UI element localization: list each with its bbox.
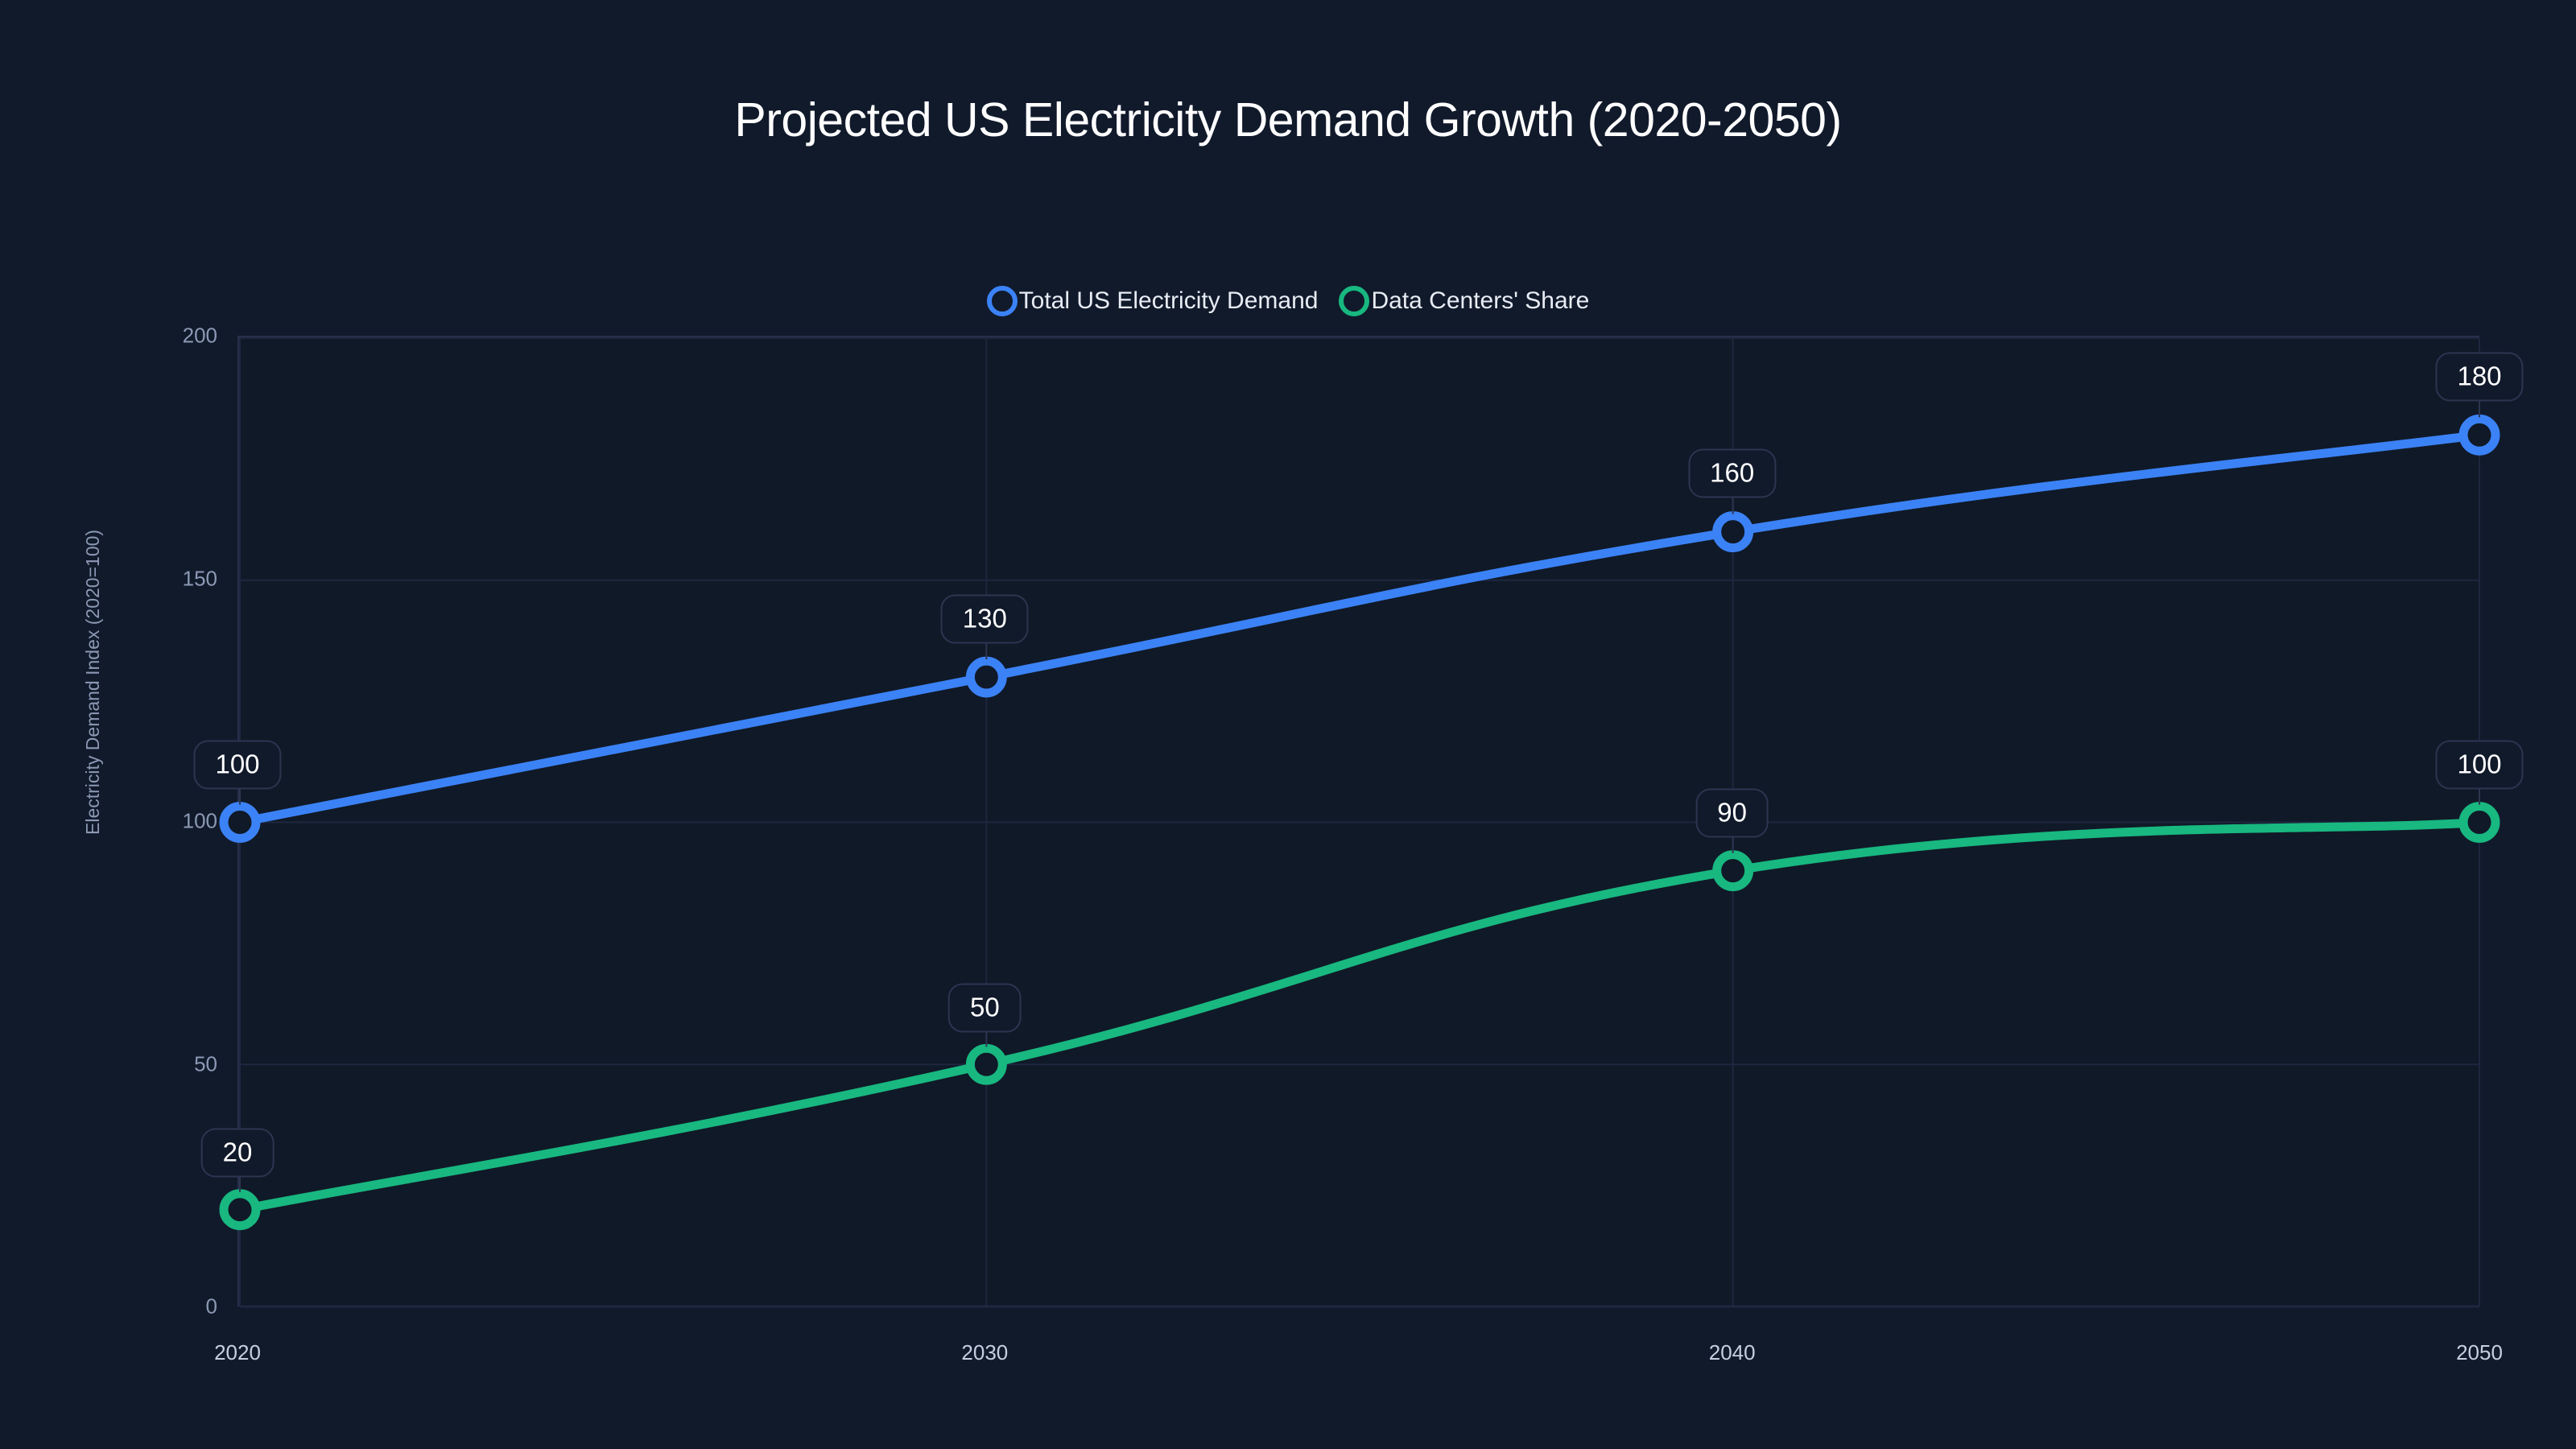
x-axis-tick-label: 2020	[214, 1340, 261, 1364]
y-axis-tick-label: 150	[182, 566, 217, 590]
page-title: Projected US Electricity Demand Growth (…	[734, 93, 1842, 147]
series-line-0	[240, 435, 2479, 822]
legend-marker-icon-blue	[986, 286, 1018, 316]
y-axis-tick-label: 0	[205, 1294, 217, 1319]
data-point-label: 160	[1688, 448, 1777, 498]
data-point-label: 100	[193, 740, 282, 790]
data-point-marker[interactable]	[219, 802, 261, 843]
x-axis-tick-label: 2030	[961, 1340, 1009, 1364]
data-point-label: 90	[1695, 788, 1769, 838]
legend-label-1: Data Centers' Share	[1371, 287, 1590, 314]
y-axis-tick-label: 100	[182, 808, 217, 833]
legend-label-0: Total US Electricity Demand	[1018, 287, 1319, 314]
data-point-marker[interactable]	[2458, 802, 2500, 843]
data-point-label: 180	[2435, 352, 2524, 402]
data-point-label: 20	[200, 1128, 275, 1178]
data-point-label: 50	[947, 983, 1022, 1032]
x-axis-tick-label: 2050	[2456, 1340, 2503, 1364]
data-point-label: 100	[2435, 740, 2524, 790]
data-point-marker[interactable]	[965, 656, 1007, 698]
y-axis-tick-label: 200	[182, 323, 217, 348]
plot-area	[219, 336, 2500, 1307]
x-axis-tick-label: 2040	[1708, 1340, 1756, 1364]
legend-marker-icon-green	[1339, 286, 1370, 316]
data-point-marker[interactable]	[2458, 414, 2500, 456]
data-point-marker[interactable]	[965, 1043, 1007, 1085]
data-point-marker[interactable]	[1712, 511, 1754, 553]
data-point-marker[interactable]	[1712, 850, 1754, 892]
data-point-label: 130	[940, 594, 1029, 644]
plot-svg	[219, 338, 2500, 1307]
legend-item-data-centers-share[interactable]: Data Centers' Share	[1339, 286, 1589, 316]
data-point-marker[interactable]	[219, 1189, 261, 1231]
y-axis-title: Electricity Demand Index (2020=100)	[82, 529, 103, 835]
series-line-1	[240, 823, 2479, 1210]
chart-legend: Total US Electricity Demand Data Centers…	[0, 286, 2576, 316]
y-axis-tick-label: 50	[194, 1051, 217, 1075]
legend-item-total-us-electricity-demand[interactable]: Total US Electricity Demand	[986, 286, 1319, 316]
